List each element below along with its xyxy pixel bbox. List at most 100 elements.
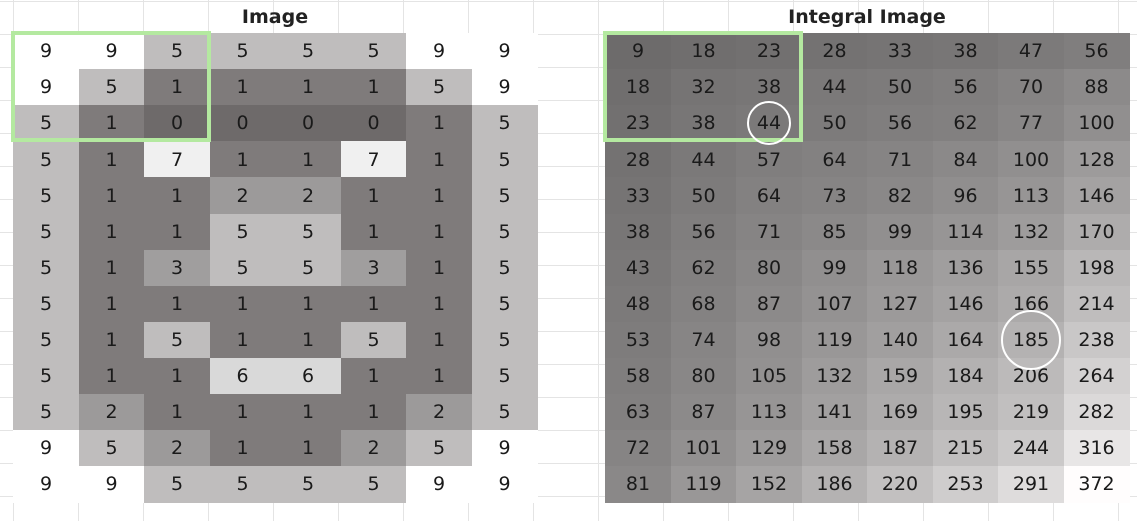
integral-cell: 184: [932, 357, 999, 395]
integral-cell: 18: [670, 33, 737, 70]
image-cell: 1: [340, 213, 407, 251]
integral-cell: 164: [932, 321, 999, 359]
image-cell: 0: [144, 105, 210, 142]
image-cell: 9: [13, 33, 79, 70]
integral-cell: 74: [670, 321, 737, 359]
image-cell: 1: [275, 285, 341, 323]
integral-cell: 372: [1063, 466, 1130, 503]
image-cell: 5: [144, 33, 210, 70]
image-cell: 5: [13, 105, 79, 142]
image-cell: 1: [78, 357, 145, 395]
image-cell: 5: [209, 249, 276, 287]
image-cell: 9: [471, 69, 538, 106]
integral-cell: 81: [605, 466, 671, 503]
image-cell: 9: [78, 466, 145, 503]
image-cell: 1: [340, 285, 407, 323]
integral-title: Integral Image: [788, 6, 946, 28]
integral-cell: 264: [1063, 357, 1130, 395]
image-cell: 1: [275, 430, 341, 467]
integral-cell: 9: [605, 33, 671, 70]
image-cell: 5: [13, 177, 79, 214]
integral-cell: 158: [801, 430, 868, 467]
integral-cell: 38: [605, 213, 671, 251]
integral-cell: 44: [801, 69, 868, 106]
image-cell: 5: [13, 249, 79, 287]
integral-cell: 87: [670, 394, 737, 431]
image-cell: 1: [144, 213, 210, 251]
image-cell: 1: [78, 105, 145, 142]
integral-cell: 84: [932, 141, 999, 178]
integral-cell: 141: [801, 394, 868, 431]
image-cell: 5: [78, 430, 145, 467]
image-cell: 1: [406, 285, 472, 323]
integral-cell: 170: [1063, 213, 1130, 251]
image-cell: 9: [13, 466, 79, 503]
integral-cell: 70: [998, 69, 1064, 106]
image-cell: 5: [471, 105, 538, 142]
image-cell: 1: [78, 213, 145, 251]
integral-cell: 63: [605, 394, 671, 431]
integral-cell: 68: [670, 285, 737, 323]
integral-cell: 77: [998, 105, 1064, 142]
image-cell: 5: [340, 466, 407, 503]
integral-cell: 119: [670, 466, 737, 503]
integral-cell: 57: [736, 141, 802, 178]
image-cell: 0: [340, 105, 407, 142]
image-cell: 1: [209, 285, 276, 323]
integral-cell: 50: [867, 69, 933, 106]
image-cell: 6: [209, 357, 276, 395]
image-cell: 1: [144, 69, 210, 106]
image-cell: 5: [471, 285, 538, 323]
integral-cell: 73: [801, 177, 868, 214]
integral-cell: 244: [998, 430, 1064, 467]
image-cell: 1: [144, 177, 210, 214]
integral-cell: 23: [605, 105, 671, 142]
image-cell: 5: [13, 394, 79, 431]
integral-cell: 146: [932, 285, 999, 323]
integral-cell: 87: [736, 285, 802, 323]
integral-cell: 38: [736, 69, 802, 106]
image-cell: 5: [209, 466, 276, 503]
integral-cell: 187: [867, 430, 933, 467]
integral-cell: 64: [801, 141, 868, 178]
image-cell: 2: [78, 394, 145, 431]
integral-cell: 128: [1063, 141, 1130, 178]
image-cell: 5: [471, 141, 538, 178]
image-cell: 1: [144, 394, 210, 431]
integral-cell: 72: [605, 430, 671, 467]
integral-cell: 98: [736, 321, 802, 359]
integral-cell: 99: [801, 249, 868, 287]
image-cell: 5: [144, 321, 210, 359]
image-cell: 6: [275, 357, 341, 395]
image-cell: 5: [471, 213, 538, 251]
image-cell: 1: [144, 285, 210, 323]
image-cell: 5: [340, 321, 407, 359]
image-cell: 1: [406, 177, 472, 214]
integral-cell: 132: [998, 213, 1064, 251]
integral-cell: 185: [998, 321, 1064, 359]
image-cell: 3: [340, 249, 407, 287]
integral-cell: 88: [1063, 69, 1130, 106]
image-cell: 5: [209, 213, 276, 251]
image-cell: 1: [78, 321, 145, 359]
image-cell: 5: [209, 33, 276, 70]
integral-cell: 169: [867, 394, 933, 431]
integral-cell: 127: [867, 285, 933, 323]
integral-cell: 215: [932, 430, 999, 467]
integral-cell: 99: [867, 213, 933, 251]
image-cell: 9: [406, 466, 472, 503]
image-cell: 7: [340, 141, 407, 178]
integral-cell: 198: [1063, 249, 1130, 287]
image-cell: 2: [275, 177, 341, 214]
integral-cell: 44: [736, 105, 802, 142]
integral-cell: 100: [998, 141, 1064, 178]
image-cell: 5: [13, 141, 79, 178]
integral-cell: 282: [1063, 394, 1130, 431]
image-cell: 1: [340, 357, 407, 395]
integral-cell: 105: [736, 357, 802, 395]
image-cell: 9: [471, 430, 538, 467]
image-cell: 5: [275, 213, 341, 251]
integral-cell: 113: [736, 394, 802, 431]
image-cell: 7: [144, 141, 210, 178]
image-cell: 1: [209, 321, 276, 359]
